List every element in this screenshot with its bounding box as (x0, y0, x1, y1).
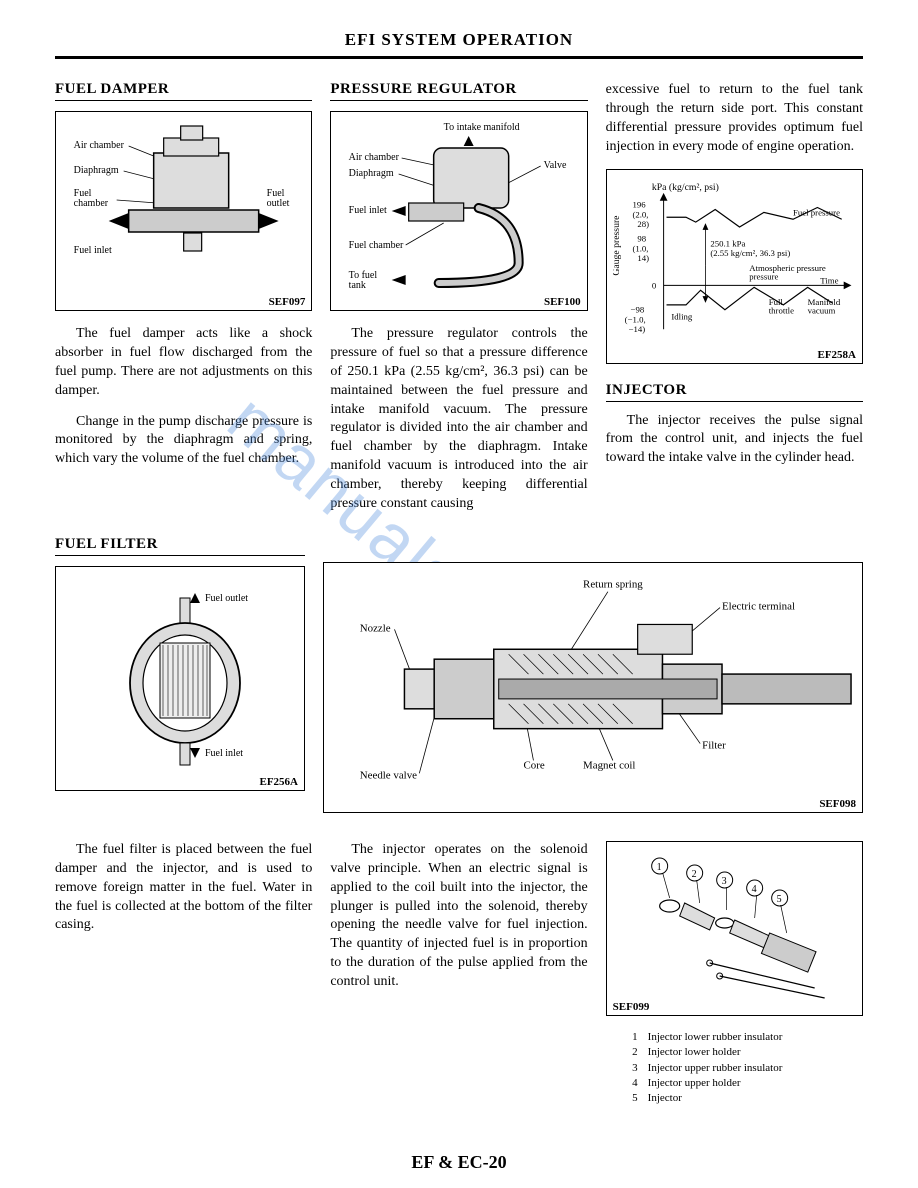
svg-text:5: 5 (776, 894, 781, 905)
svg-text:chamber: chamber (74, 198, 109, 209)
svg-text:98: 98 (637, 233, 646, 243)
fuel-pressure-label: Fuel pressure (793, 207, 840, 217)
figure-id: SEF100 (544, 296, 581, 308)
svg-text:−14): −14) (628, 324, 645, 334)
svg-text:196: 196 (632, 199, 646, 209)
legend-item: 4Injector upper holder (626, 1076, 863, 1091)
legend-item: 3Injector upper rubber insulator (626, 1061, 863, 1076)
fuel-filter-heading: FUEL FILTER (55, 536, 305, 556)
svg-text:(1.0,: (1.0, (632, 243, 648, 253)
injector-exploded-figure: 1 2 3 4 5 SEF099 (606, 841, 863, 1016)
to-intake-label: To intake manifold (444, 122, 520, 133)
injector-para1: The injector receives the pulse signal f… (606, 412, 863, 469)
needle-valve-label: Needle valve (360, 769, 417, 781)
top-columns: FUEL DAMPER Air chamber Diaphragm Fuel c… (55, 81, 863, 526)
pressure-chart-figure: kPa (kg/cm², psi) Gauge pressure Time 19… (606, 169, 863, 364)
fuel-chamber-label: Fuel chamber (349, 240, 404, 251)
air-chamber-label: Air chamber (74, 140, 125, 151)
fuel-damper-figure: Air chamber Diaphragm Fuel chamber Fuel … (55, 111, 312, 311)
return-spring-label: Return spring (583, 579, 643, 591)
fuel-filter-text-column: The fuel filter is placed between the fu… (55, 841, 312, 1107)
fuel-filter-para1: The fuel filter is placed between the fu… (55, 841, 312, 935)
svg-text:(2.55 kg/cm², 36.3 psi): (2.55 kg/cm², 36.3 psi) (710, 248, 790, 258)
filter-label: Filter (702, 739, 726, 751)
air-chamber-label: Air chamber (349, 152, 400, 163)
svg-text:3: 3 (721, 876, 726, 887)
chart-units: kPa (kg/cm², psi) (652, 182, 719, 193)
diaphragm-label: Diaphragm (349, 168, 394, 179)
injector-heading: INJECTOR (606, 382, 863, 402)
injector-operation-para1: The injector operates on the solenoid va… (330, 841, 587, 992)
figure-id: SEF099 (613, 1001, 650, 1013)
y-axis-label: Gauge pressure (613, 215, 622, 275)
svg-text:0: 0 (652, 280, 657, 290)
injector-exploded-legend: 1Injector lower rubber insulator 2Inject… (606, 1030, 863, 1107)
svg-text:250.1 kPa: 250.1 kPa (710, 238, 745, 248)
fuel-outlet-label: Fuel outlet (205, 593, 248, 604)
magnet-coil-label: Magnet coil (583, 759, 635, 771)
page-title: EFI SYSTEM OPERATION (55, 30, 863, 59)
injector-diagram-figure: Return spring Electric terminal Nozzle N… (323, 562, 863, 813)
fuel-filter-column: FUEL FILTER Fuel outlet Fuel inlet (55, 536, 305, 827)
fuel-filter-figure: Fuel outlet Fuel inlet EF256A (55, 566, 305, 791)
column-2: PRESSURE REGULATOR To intake manifold Ai… (330, 81, 587, 526)
svg-text:1: 1 (656, 862, 661, 873)
figure-id: SEF098 (819, 798, 856, 810)
svg-text:pressure: pressure (749, 271, 778, 281)
figure-id: EF256A (260, 776, 299, 788)
svg-text:28): 28) (637, 219, 649, 229)
svg-text:4: 4 (751, 884, 756, 895)
fuel-inlet-label: Fuel inlet (205, 748, 243, 759)
pressure-regulator-heading: PRESSURE REGULATOR (330, 81, 587, 101)
injector-operation-column: The injector operates on the solenoid va… (330, 841, 587, 1107)
svg-text:2: 2 (691, 869, 696, 880)
core-label: Core (524, 759, 545, 771)
svg-text:(−1.0,: (−1.0, (624, 314, 645, 324)
legend-item: 1Injector lower rubber insulator (626, 1030, 863, 1045)
svg-text:(2.0,: (2.0, (632, 209, 648, 219)
column-3: excessive fuel to return to the fuel tan… (606, 81, 863, 526)
figure-id: EF258A (817, 349, 856, 361)
pressure-regulator-figure: To intake manifold Air chamber Diaphragm… (330, 111, 587, 311)
idling-label: Idling (671, 311, 693, 321)
svg-text:tank: tank (349, 280, 366, 291)
fuel-damper-para2: Change in the pump discharge pressure is… (55, 413, 312, 470)
legend-item: 2Injector lower holder (626, 1045, 863, 1060)
valve-label: Valve (544, 160, 567, 171)
page-footer: EF & EC-20 (0, 1152, 918, 1173)
x-axis-label: Time (820, 275, 838, 285)
legend-item: 5Injector (626, 1091, 863, 1106)
injector-exploded-column: 1 2 3 4 5 SEF099 (606, 841, 863, 1107)
diaphragm-label: Diaphragm (74, 165, 119, 176)
fuel-inlet-label: Fuel inlet (74, 245, 112, 256)
injector-diagram-column: Return spring Electric terminal Nozzle N… (323, 536, 863, 827)
column-1: FUEL DAMPER Air chamber Diaphragm Fuel c… (55, 81, 312, 526)
svg-text:throttle: throttle (768, 305, 793, 315)
row-2: FUEL FILTER Fuel outlet Fuel inlet (55, 536, 863, 827)
fuel-damper-para1: The fuel damper acts like a shock absorb… (55, 325, 312, 401)
nozzle-label: Nozzle (360, 622, 391, 634)
svg-text:−98: −98 (630, 304, 644, 314)
figure-id: SEF097 (269, 296, 306, 308)
svg-text:vacuum: vacuum (807, 305, 835, 315)
pressure-regulator-para1: The pressure regulator controls the pres… (330, 325, 587, 514)
fuel-damper-heading: FUEL DAMPER (55, 81, 312, 101)
svg-text:outlet: outlet (267, 198, 290, 209)
electric-terminal-label: Electric terminal (722, 600, 795, 612)
row-3: The fuel filter is placed between the fu… (55, 841, 863, 1107)
svg-text:14): 14) (637, 253, 649, 263)
col3-para1: excessive fuel to return to the fuel tan… (606, 81, 863, 157)
fuel-inlet-label: Fuel inlet (349, 205, 387, 216)
